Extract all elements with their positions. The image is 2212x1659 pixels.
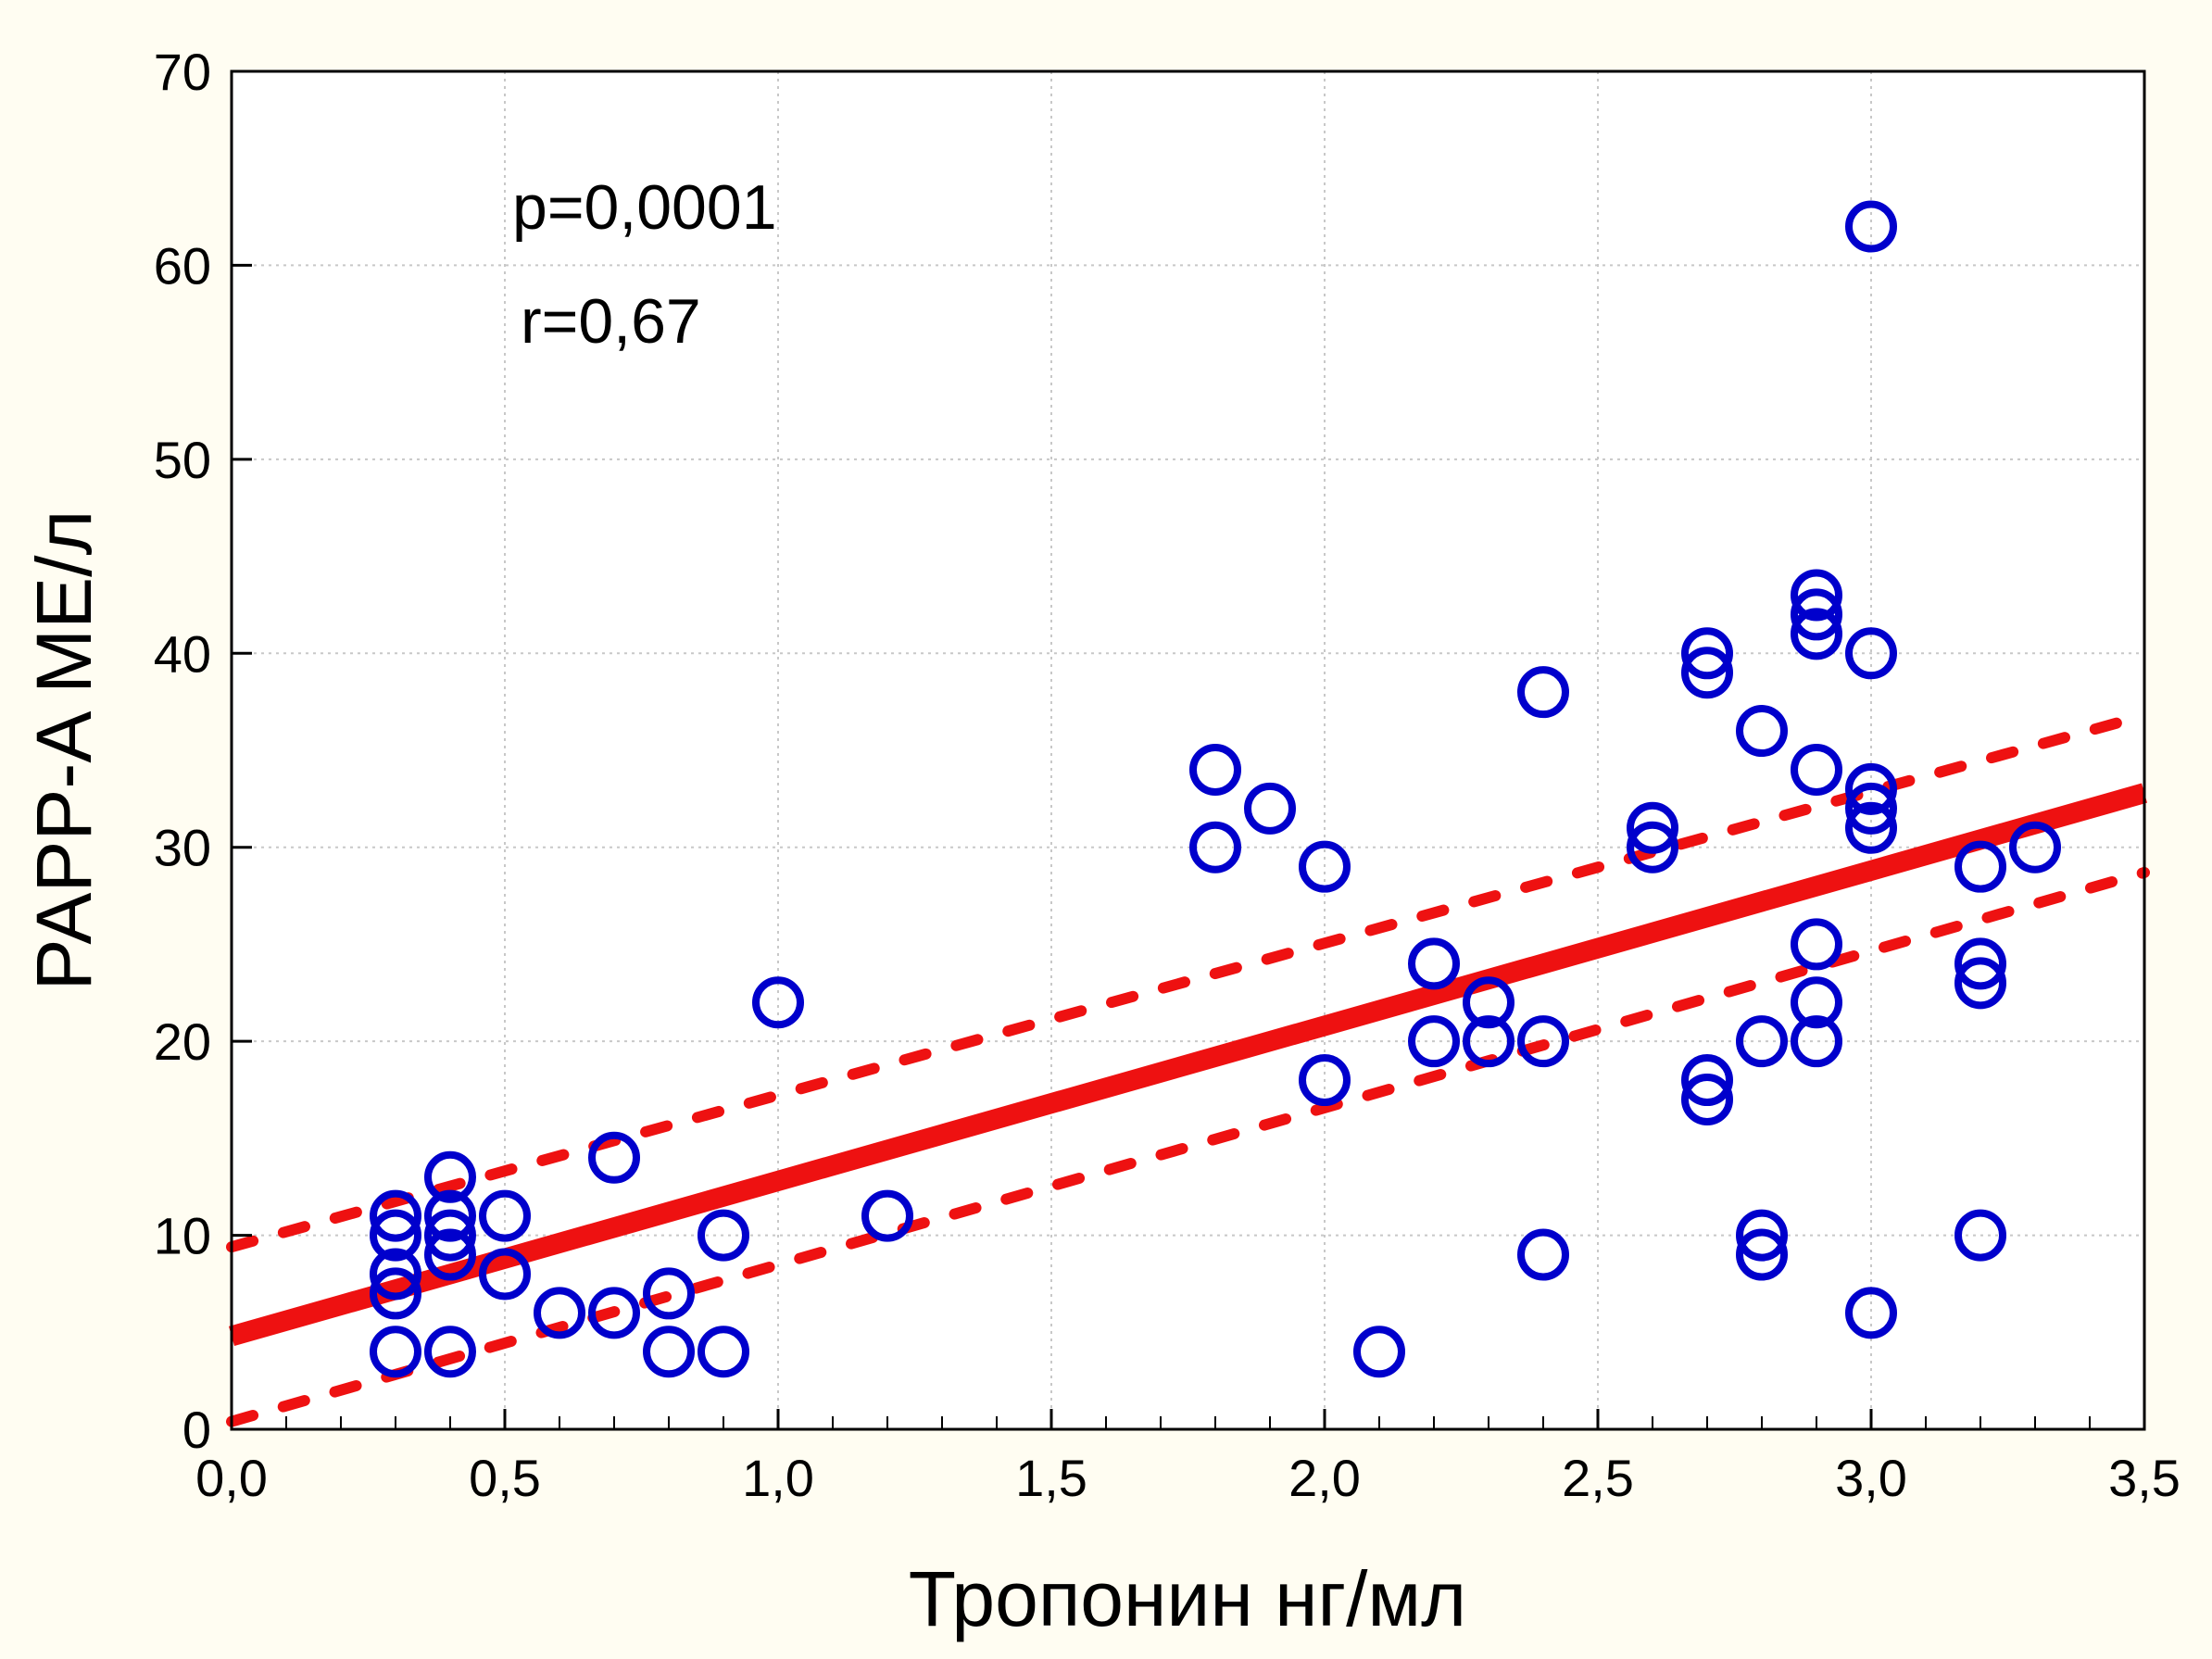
x-tick-label: 1,5 (1015, 1449, 1087, 1507)
data-point (1791, 588, 1842, 641)
data-point (1954, 937, 2006, 990)
data-point (1954, 840, 2006, 893)
y-tick-label: 0 (182, 1401, 211, 1459)
x-tick-label: 1,0 (742, 1449, 814, 1507)
data-point (1845, 801, 1897, 854)
data-point (370, 1209, 421, 1262)
data-point (1627, 821, 1678, 873)
data-point (588, 1131, 640, 1184)
y-tick-label: 30 (154, 819, 211, 877)
p-value-annotation: p=0,0001 (512, 172, 777, 243)
data-point (698, 1209, 749, 1262)
x-tick-label: 2,5 (1562, 1449, 1634, 1507)
data-point (534, 1287, 585, 1339)
data-point (370, 1189, 421, 1242)
x-tick-label: 3,0 (1835, 1449, 1907, 1507)
data-point (1791, 976, 1842, 1029)
data-point (424, 1228, 476, 1281)
data-point (479, 1189, 531, 1242)
y-tick-label: 40 (154, 624, 211, 683)
data-point (1681, 647, 1733, 699)
data-point (1299, 1054, 1351, 1107)
confidence-upper-line (226, 710, 2150, 1253)
data-point (861, 1189, 913, 1242)
data-point (1189, 743, 1241, 796)
y-tick-label: 20 (154, 1012, 211, 1071)
x-axis-ticks: 0,0 0,5 1,0 1,5 2,0 2,5 3,0 3,5 (195, 1409, 2181, 1507)
data-point (1408, 1015, 1460, 1068)
y-tick-label: 50 (154, 431, 211, 489)
data-point (588, 1287, 640, 1339)
data-point (1791, 1015, 1842, 1068)
data-point (1681, 1073, 1733, 1125)
data-point (424, 1326, 476, 1378)
y-axis-title: PAPP-A МЕ/л (20, 510, 107, 991)
data-point (370, 1326, 421, 1378)
regression-layer (228, 783, 2148, 1347)
data-point (1954, 1209, 2006, 1262)
data-point (1736, 1209, 1788, 1262)
data-point (643, 1326, 695, 1378)
data-point (1244, 782, 1296, 835)
data-points (370, 200, 2061, 1378)
data-point (424, 1209, 476, 1262)
x-tick-label: 2,0 (1288, 1449, 1361, 1507)
plot-frame (230, 69, 2146, 1431)
data-point (1736, 1015, 1788, 1068)
data-point (1189, 821, 1241, 873)
data-point (1517, 666, 1569, 719)
data-point (1791, 743, 1842, 796)
data-point (370, 1267, 421, 1320)
data-point (752, 976, 804, 1029)
x-tick-label: 0,5 (469, 1449, 541, 1507)
plot-background (232, 71, 2144, 1429)
x-axis-title: Тропонин нг/мл (909, 1555, 1466, 1642)
y-tick-label: 10 (154, 1207, 211, 1265)
data-point (2009, 821, 2061, 873)
data-point (1736, 705, 1788, 758)
data-point (1845, 1287, 1897, 1339)
y-tick-label: 60 (154, 236, 211, 295)
data-point (424, 1189, 476, 1242)
data-point (1463, 1015, 1514, 1068)
data-point (643, 1267, 695, 1320)
data-point (1681, 627, 1733, 680)
data-point (1791, 608, 1842, 660)
data-point (479, 1248, 531, 1301)
data-point (1845, 782, 1897, 835)
data-point (370, 1248, 421, 1301)
y-axis-ticks: 0 10 20 30 40 50 60 70 (154, 43, 252, 1459)
data-point (1681, 1054, 1733, 1107)
data-point (1845, 627, 1897, 680)
r-value-annotation: r=0,67 (521, 286, 701, 357)
data-point (1845, 200, 1897, 253)
data-point (1353, 1326, 1405, 1378)
data-point (1845, 762, 1897, 815)
data-point (1954, 957, 2006, 1010)
data-point (1299, 840, 1351, 893)
y-tick-label: 70 (154, 43, 211, 101)
data-point (1463, 976, 1514, 1029)
data-point (1791, 918, 1842, 971)
data-point (424, 1150, 476, 1203)
data-point (1517, 1015, 1569, 1068)
data-point (1791, 569, 1842, 622)
data-point (1627, 801, 1678, 854)
data-point (1736, 1228, 1788, 1281)
x-tick-label: 0,0 (195, 1449, 268, 1507)
regression-line (228, 783, 2148, 1347)
data-point (1517, 1228, 1569, 1281)
x-tick-label: 3,5 (2108, 1449, 2181, 1507)
data-point (698, 1326, 749, 1378)
data-point (1408, 937, 1460, 990)
